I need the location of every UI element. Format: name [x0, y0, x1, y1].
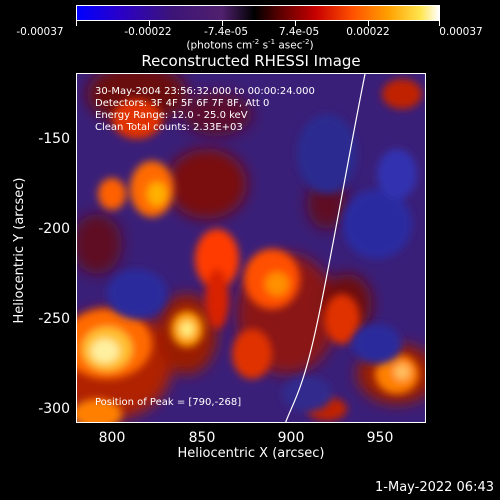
- y-tick-label: -300: [38, 401, 70, 417]
- x-axis-label: Heliocentric X (arcsec): [177, 446, 325, 461]
- y-tick-label: -150: [38, 131, 70, 147]
- colorbar-label: 0.00022: [346, 26, 390, 38]
- timestamp: 1-May-2022 06:43: [375, 480, 494, 495]
- colorbar-tick: [439, 21, 440, 26]
- colorbar-label: 0.00037: [439, 26, 483, 38]
- y-axis-label: Heliocentric Y (arcsec): [12, 177, 27, 324]
- time-range-text: 30-May-2004 23:56:32.000 to 00:00:24.000: [95, 86, 315, 97]
- colorbar-label: -7.4e-05: [203, 26, 249, 38]
- solar-limb-line: [285, 74, 366, 422]
- colorbar-units: (photons cm-2 s-1 asec-2): [186, 38, 314, 52]
- y-tick-label: -200: [38, 221, 70, 237]
- colorbar-tick: [222, 21, 223, 26]
- peak-position-text: Position of Peak = [790,-268]: [95, 397, 242, 408]
- colorbar-tick: [295, 21, 296, 26]
- colorbar-tick: [149, 21, 150, 26]
- colorbar-label: 7.4e-05: [278, 26, 320, 38]
- x-tick-label: 800: [98, 430, 126, 446]
- colorbar-label: -0.00022: [124, 26, 172, 38]
- rhessi-image: 30-May-2004 23:56:32.000 to 00:00:24.000…: [76, 73, 426, 423]
- colorbar-tick: [368, 21, 369, 26]
- colorbar: [76, 5, 440, 21]
- x-tick-label: 950: [366, 430, 394, 446]
- x-tick-label: 850: [188, 430, 216, 446]
- colorbar-label: -0.00037: [16, 26, 64, 38]
- detectors-text: Detectors: 3F 4F 5F 6F 7F 8F, Att 0: [95, 98, 270, 109]
- x-tick-label: 900: [277, 430, 305, 446]
- y-tick-label: -250: [38, 311, 70, 327]
- rhessi-heatmap: [77, 74, 425, 422]
- colorbar-tick: [76, 21, 77, 26]
- clean-counts-text: Clean Total counts: 2.33E+03: [95, 122, 243, 133]
- image-title: Reconstructed RHESSI Image: [141, 52, 361, 70]
- energy-range-text: Energy Range: 12.0 - 25.0 keV: [95, 110, 248, 121]
